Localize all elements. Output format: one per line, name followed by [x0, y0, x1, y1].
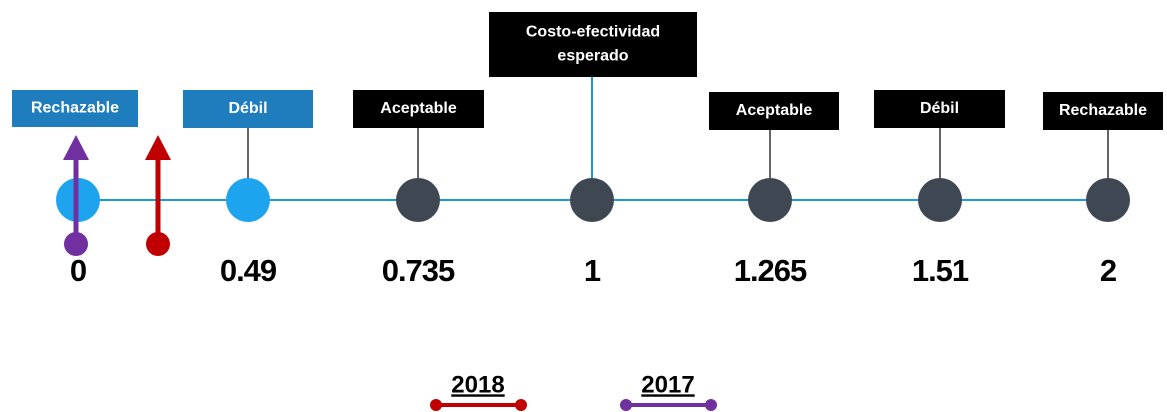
- legend-dot: [705, 399, 717, 411]
- legend-label: 2017: [641, 371, 694, 398]
- box-label: Costo-efectividad: [526, 24, 660, 41]
- node-value: 0.735: [382, 253, 455, 288]
- box-label: Rechazable: [31, 100, 119, 117]
- node: [226, 178, 270, 222]
- node-value: 1.51: [912, 253, 969, 288]
- arrow-head: [63, 135, 89, 160]
- label-box: [489, 12, 697, 77]
- node: [570, 178, 614, 222]
- box-label: esperado: [557, 48, 628, 65]
- legend-dot: [430, 399, 442, 411]
- box-label: Débil: [228, 100, 267, 117]
- legend-dot: [515, 399, 527, 411]
- node-value: 2: [1100, 253, 1116, 288]
- label-box: [353, 90, 484, 128]
- arrow-dot: [146, 232, 170, 256]
- node-value: 0.49: [220, 253, 277, 288]
- label-box: [1043, 92, 1163, 130]
- node: [396, 178, 440, 222]
- box-label: Débil: [920, 100, 959, 117]
- label-box: [12, 90, 138, 127]
- node: [1086, 178, 1130, 222]
- label-box: [874, 90, 1005, 128]
- label-box: [709, 92, 839, 130]
- node-value: 1: [584, 253, 601, 288]
- node: [918, 178, 962, 222]
- box-label: Rechazable: [1059, 102, 1147, 119]
- box-label: Aceptable: [736, 102, 813, 119]
- label-box: [183, 90, 313, 128]
- arrow-head: [145, 135, 171, 160]
- node-value: 0: [70, 253, 86, 288]
- arrow-dot: [64, 232, 88, 256]
- legend-dot: [620, 399, 632, 411]
- node-value: 1.265: [734, 253, 807, 288]
- legend-label: 2018: [451, 371, 504, 398]
- box-label: Aceptable: [380, 100, 457, 117]
- node: [748, 178, 792, 222]
